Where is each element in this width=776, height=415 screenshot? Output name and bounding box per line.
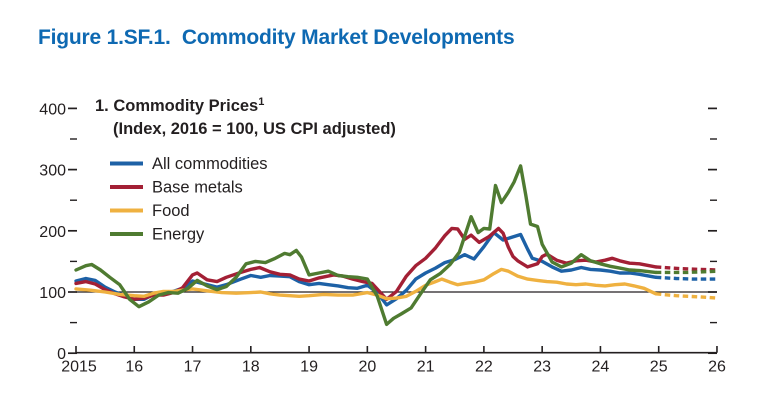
series-line-base-metals-projection bbox=[655, 265, 718, 272]
legend-item-food: Food bbox=[110, 202, 190, 220]
x-axis-label-2015: 2015 bbox=[61, 359, 97, 376]
figure-title: Figure 1.SF.1. Commodity Market Developm… bbox=[38, 26, 515, 49]
legend-item-base-metals: Base metals bbox=[110, 179, 243, 197]
legend-label-all-commodities: All commodities bbox=[152, 155, 268, 173]
y-axis-label-100: 100 bbox=[39, 285, 66, 302]
panel-title-superscript: 1 bbox=[258, 96, 264, 108]
legend-label-food: Food bbox=[152, 202, 190, 220]
x-axis-label-25: 25 bbox=[650, 359, 668, 376]
panel-title: 1. Commodity Prices1 bbox=[95, 96, 264, 115]
x-axis-label-26: 26 bbox=[708, 359, 726, 376]
x-axis-label-20: 20 bbox=[358, 359, 376, 376]
x-axis-label-16: 16 bbox=[125, 359, 143, 376]
series-line-energy bbox=[74, 164, 658, 327]
series-lines bbox=[74, 164, 718, 327]
x-axis-label-24: 24 bbox=[592, 359, 610, 376]
y-axis-label-0: 0 bbox=[57, 346, 66, 363]
axes: 0 100 200 300 400 2015 16 17 18 19 20 21 22 23 24 25 26 bbox=[39, 101, 726, 375]
y-axis-label-400: 400 bbox=[39, 101, 66, 118]
legend-label-base-metals: Base metals bbox=[152, 179, 243, 197]
legend-item-all-commodities: All commodities bbox=[110, 155, 268, 173]
series-line-all-commodities-projection bbox=[655, 275, 717, 281]
legend-label-energy: Energy bbox=[152, 226, 205, 244]
series-line-energy-projection bbox=[655, 269, 718, 275]
x-axis-label-23: 23 bbox=[533, 359, 551, 376]
x-axis-label-19: 19 bbox=[300, 359, 318, 376]
x-axis-label-17: 17 bbox=[184, 359, 202, 376]
legend: All commodities Base metals Food Energy bbox=[110, 155, 268, 244]
legend-item-energy: Energy bbox=[110, 226, 205, 244]
panel-subtitle: (Index, 2016 = 100, US CPI adjusted) bbox=[113, 120, 396, 138]
y-axis-label-200: 200 bbox=[39, 224, 66, 241]
x-axis-label-22: 22 bbox=[475, 359, 493, 376]
series-line-food-projection bbox=[655, 292, 718, 300]
x-axis-label-18: 18 bbox=[242, 359, 260, 376]
x-axis-label-21: 21 bbox=[417, 359, 435, 376]
y-axis-label-300: 300 bbox=[39, 163, 66, 180]
